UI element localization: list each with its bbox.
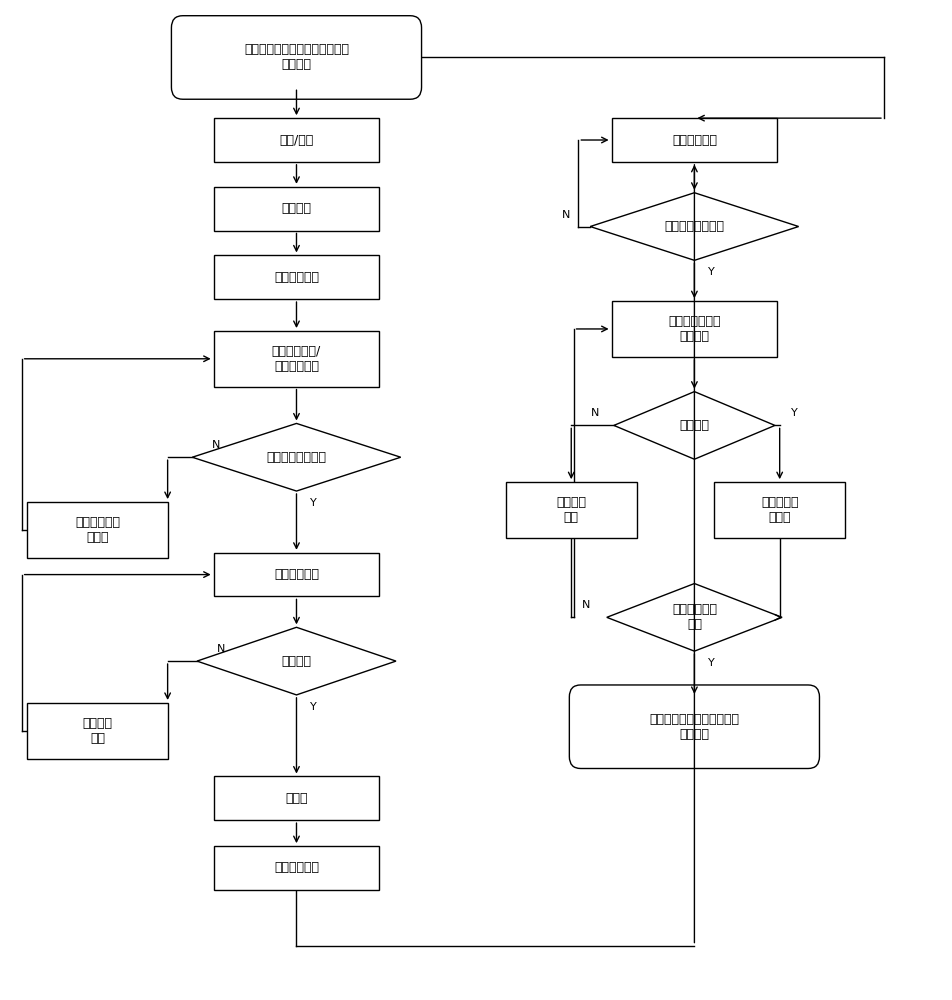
Text: 加发射: 加发射 xyxy=(285,792,307,805)
FancyBboxPatch shape xyxy=(28,502,168,558)
Text: 是否进行升降调整: 是否进行升降调整 xyxy=(267,451,327,464)
Text: Y: Y xyxy=(309,498,317,508)
Text: 低频高功率放大器系统到达指定
测试点位: 低频高功率放大器系统到达指定 测试点位 xyxy=(244,43,348,71)
Text: Y: Y xyxy=(309,702,317,712)
FancyBboxPatch shape xyxy=(213,776,379,820)
Text: 是否辐射: 是否辐射 xyxy=(679,419,708,432)
Text: 是否达到测试场强: 是否达到测试场强 xyxy=(664,220,724,233)
Text: 是否校准: 是否校准 xyxy=(281,655,311,668)
FancyBboxPatch shape xyxy=(213,846,379,890)
Text: 加校准后辐
射信号: 加校准后辐 射信号 xyxy=(760,496,798,524)
Text: 控制升降调整: 控制升降调整 xyxy=(273,568,319,581)
Text: 本次辐照试验
结束: 本次辐照试验 结束 xyxy=(671,603,716,631)
FancyBboxPatch shape xyxy=(714,482,844,538)
FancyBboxPatch shape xyxy=(213,187,379,231)
Text: 记录和输出功率
校准数据: 记录和输出功率 校准数据 xyxy=(667,315,720,343)
FancyBboxPatch shape xyxy=(611,118,777,162)
Polygon shape xyxy=(589,193,798,260)
Text: 连接远程控制: 连接远程控制 xyxy=(273,271,319,284)
Text: N: N xyxy=(562,210,570,220)
FancyBboxPatch shape xyxy=(611,301,777,357)
Text: 功率输出调整: 功率输出调整 xyxy=(671,134,716,147)
Text: Y: Y xyxy=(707,267,714,277)
Text: 辐照试验结束或等待下一次
试验指令: 辐照试验结束或等待下一次 试验指令 xyxy=(648,713,739,741)
FancyBboxPatch shape xyxy=(28,703,168,759)
Text: N: N xyxy=(581,600,589,610)
Text: N: N xyxy=(590,408,599,418)
Text: N: N xyxy=(216,644,225,654)
Text: Y: Y xyxy=(790,408,797,418)
FancyBboxPatch shape xyxy=(213,255,379,299)
FancyBboxPatch shape xyxy=(213,553,379,596)
FancyBboxPatch shape xyxy=(213,118,379,162)
Text: 上报系统状态/
等待控制指令: 上报系统状态/ 等待控制指令 xyxy=(271,345,321,373)
Text: 等待升降调整
整指令: 等待升降调整 整指令 xyxy=(75,516,120,544)
Text: N: N xyxy=(211,440,220,450)
FancyBboxPatch shape xyxy=(213,331,379,387)
Text: 等待校准
指令: 等待校准 指令 xyxy=(83,717,112,745)
Text: 等待发射
指令: 等待发射 指令 xyxy=(556,496,585,524)
Text: 启功场强校准: 启功场强校准 xyxy=(273,861,319,874)
Text: 系统自检: 系统自检 xyxy=(281,202,311,215)
Polygon shape xyxy=(197,627,395,695)
FancyBboxPatch shape xyxy=(506,482,636,538)
Polygon shape xyxy=(192,423,400,491)
Text: Y: Y xyxy=(707,658,714,668)
FancyBboxPatch shape xyxy=(568,685,819,768)
Polygon shape xyxy=(613,392,774,459)
FancyBboxPatch shape xyxy=(171,16,421,99)
Polygon shape xyxy=(606,584,782,651)
Text: 展开/架设: 展开/架设 xyxy=(279,134,313,147)
